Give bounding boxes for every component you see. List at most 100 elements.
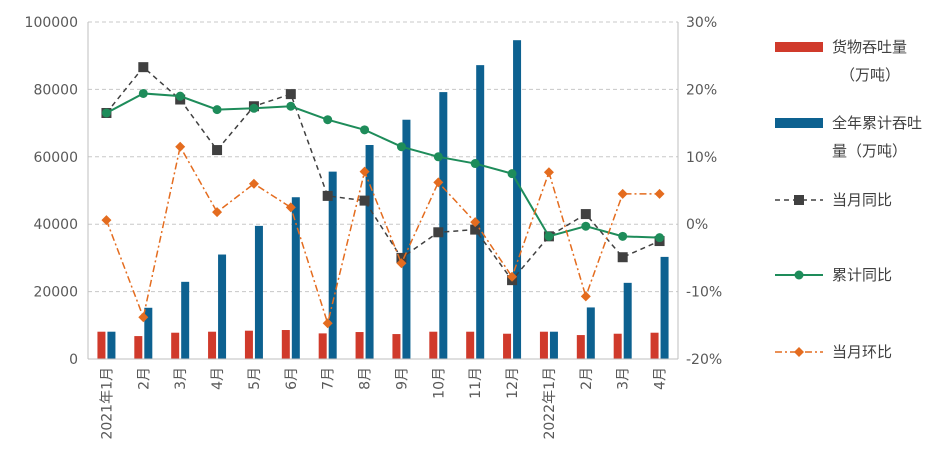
x-tick-label: 7月 [321,367,337,390]
cumulative-throughput-bar [328,171,337,359]
x-tick-label: 4月 [210,367,226,390]
cumulative-yoy-point [212,105,222,115]
cumulative-yoy-point [249,103,259,113]
monthly-throughput-bar [392,334,401,359]
cumulative-yoy-line [105,92,660,239]
monthly-throughput-bar [244,330,253,359]
x-tick-label: 6月 [284,367,300,390]
cumulative-yoy-point [618,231,628,241]
x-tick-label: 3月 [173,367,189,390]
monthly-mom-point [470,217,481,228]
monthly-throughput-bar [466,331,475,359]
monthly-throughput-bar [539,331,548,359]
monthly-mom-point [138,312,149,323]
legend-cumulative-yoy-label: 累计同比 [832,266,892,284]
y-left-tick-label: 20000 [33,285,78,301]
monthly-mom-point [617,188,628,199]
x-tick-label: 5月 [247,367,263,390]
x-tick-label: 2022年1月 [542,367,558,440]
bars-group [97,40,669,360]
monthly-throughput-bar [503,333,512,359]
axes-group: 0 20000 40000 60000 80000 100000 -20% -10% 0% 10%… [25,15,723,440]
x-tick-label: 12月 [505,367,521,399]
monthly-mom-point [359,166,370,177]
legend-cumulative-throughput-label-2: 量（万吨） [832,142,907,160]
cumulative-throughput-bar [218,254,227,359]
x-tick-label: 10月 [431,367,447,399]
legend-monthly-mom-label: 当月环比 [832,343,892,361]
y-right-tick-label: 0% [686,217,708,233]
cumulative-throughput-bar [402,119,411,359]
cumulative-yoy-point [286,101,296,111]
monthly-throughput-bar [318,333,327,359]
grid-lines [88,21,678,293]
monthly-yoy-line [105,66,660,282]
x-tick-label: 2021年1月 [99,367,115,440]
monthly-mom-point [285,202,296,213]
monthly-yoy-point [212,145,223,156]
cumulative-throughput-bar [623,282,632,359]
monthly-mom-point [433,177,444,188]
legend-monthly-throughput-label-2: （万吨） [840,66,900,84]
cumulative-yoy-point [470,159,480,169]
legend-cumulative-throughput-label-1: 全年累计吞吐 [832,114,922,132]
lines-group [101,62,665,329]
cumulative-throughput-bar [549,331,558,359]
monthly-yoy-point [285,89,296,100]
monthly-throughput-bar [650,332,659,359]
cumulative-throughput-bar [107,331,116,359]
x-tick-label: 8月 [358,367,374,390]
monthly-yoy-point [617,252,628,263]
y-left-tick-label: 80000 [33,82,78,98]
legend-monthly-mom-swatch-marker [794,347,804,357]
legend-monthly-yoy-swatch-marker [794,195,804,205]
monthly-mom-point [654,188,665,199]
cumulative-yoy-point [323,115,333,125]
cumulative-yoy-point [544,231,554,241]
monthly-mom-point [580,291,591,302]
monthly-yoy-point [138,62,149,73]
y-left-tick-label: 0 [69,352,78,368]
monthly-yoy-point [322,190,333,201]
monthly-mom-point [248,178,259,189]
x-tick-label: 2月 [136,367,152,390]
cumulative-yoy-point [101,108,111,118]
cumulative-yoy-point [581,221,591,231]
cumulative-throughput-bar [181,281,190,359]
y-right-tick-label: 30% [686,15,717,31]
cumulative-yoy-point [175,91,185,101]
cumulative-yoy-point [360,125,370,135]
monthly-throughput-bar [613,333,622,359]
monthly-throughput-bar [429,331,438,359]
cumulative-throughput-bar [291,197,300,359]
cumulative-throughput-bar [439,92,448,359]
cumulative-yoy-point [138,88,148,98]
monthly-mom-point [543,167,554,178]
cumulative-throughput-bar [144,307,153,359]
cumulative-yoy-point [655,233,665,243]
y-right-tick-label: 20% [686,82,717,98]
monthly-mom-point [175,141,186,152]
monthly-mom-point [322,318,333,329]
legend-monthly-yoy-label: 当月同比 [832,191,892,209]
cumulative-yoy-point [433,152,443,162]
x-tick-label: 4月 [653,367,669,390]
monthly-throughput-bar [208,331,217,359]
cumulative-yoy-point [396,142,406,152]
monthly-throughput-bar [281,330,290,359]
y-left-tick-label: 100000 [25,15,78,31]
cumulative-throughput-bar [660,256,669,359]
x-tick-label: 3月 [616,367,632,390]
x-tick-label: 11月 [468,367,484,399]
monthly-yoy-point [470,224,481,235]
y-right-tick-label: -10% [686,285,722,301]
legend-swatch-cumulative-throughput [775,118,823,128]
cumulative-throughput-bar [476,65,485,360]
monthly-yoy-point [396,252,407,263]
cumulative-throughput-bar [365,145,374,359]
monthly-mom-line [105,144,660,327]
legend-swatch-monthly-throughput [775,42,823,52]
monthly-yoy-point [433,227,444,238]
monthly-throughput-bar [171,332,180,359]
